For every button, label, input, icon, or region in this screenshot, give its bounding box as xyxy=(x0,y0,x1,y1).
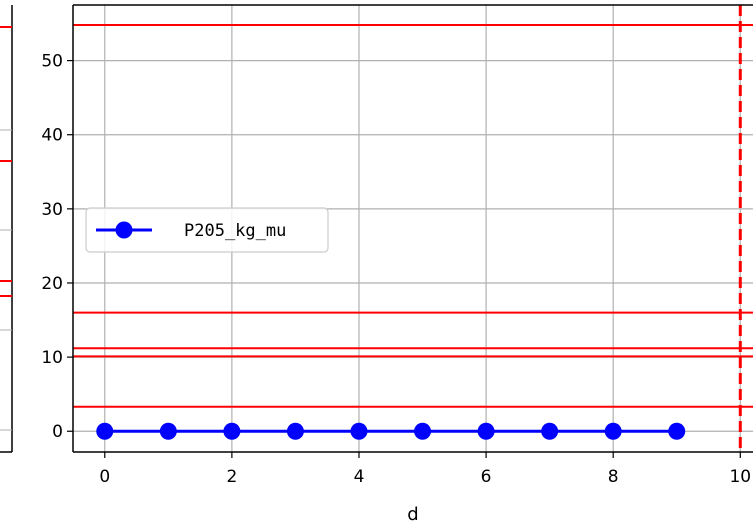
legend-box xyxy=(85,207,329,253)
y-tick-label: 0 xyxy=(52,422,63,442)
x-tick-label: 6 xyxy=(481,467,492,487)
data-point xyxy=(541,422,559,440)
main-plot-panel: 0 2 4 6 8 10 0 10 20 30 40 50 d P205_kg_mu xyxy=(41,4,753,522)
data-point xyxy=(96,422,114,440)
data-point xyxy=(286,422,304,440)
data-point xyxy=(604,422,622,440)
y-tick-label: 30 xyxy=(41,200,63,220)
x-tick-label: 10 xyxy=(729,467,751,487)
x-axis-ticks: 0 2 4 6 8 10 xyxy=(99,452,751,487)
legend-label: P205_kg_mu xyxy=(184,221,286,241)
legend-marker xyxy=(115,221,133,239)
left-panel-reference-lines xyxy=(0,26,12,297)
data-point xyxy=(477,422,495,440)
plot-frame xyxy=(72,4,753,453)
x-axis-label: d xyxy=(407,504,418,522)
x-tick-label: 8 xyxy=(608,467,619,487)
data-point xyxy=(668,422,686,440)
data-point xyxy=(159,422,177,440)
legend: P205_kg_mu xyxy=(85,207,329,253)
y-tick-label: 40 xyxy=(41,126,63,146)
y-tick-label: 50 xyxy=(41,52,63,72)
data-point xyxy=(223,422,241,440)
x-tick-label: 2 xyxy=(226,467,237,487)
y-tick-label: 10 xyxy=(41,348,63,368)
y-tick-label: 20 xyxy=(41,274,63,294)
data-series xyxy=(96,422,686,440)
horizontal-reference-lines xyxy=(73,24,753,408)
x-tick-label: 0 xyxy=(99,467,110,487)
left-panel-ticks xyxy=(0,129,12,431)
x-tick-label: 4 xyxy=(354,467,365,487)
y-axis-ticks: 0 10 20 30 40 50 xyxy=(41,52,73,442)
data-point xyxy=(350,422,368,440)
data-point xyxy=(414,422,432,440)
left-panel-cropped xyxy=(0,5,13,453)
